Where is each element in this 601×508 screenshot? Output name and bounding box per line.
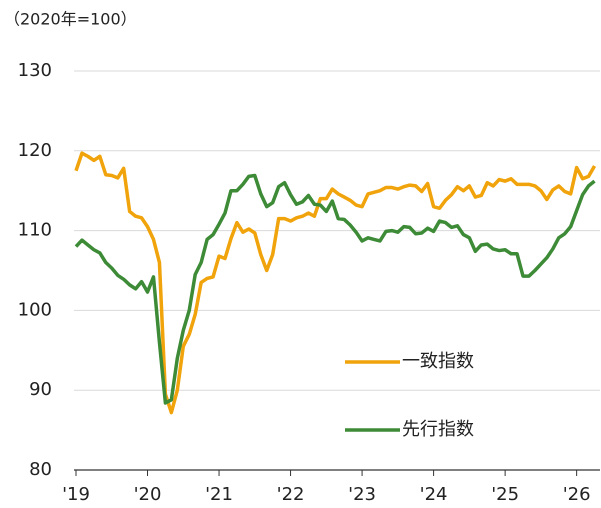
y-tick-label: 110 (18, 220, 52, 241)
y-tick-label: 120 (18, 140, 52, 161)
x-tick-label: '26 (563, 484, 591, 505)
x-tick-label: '20 (134, 484, 162, 505)
y-tick-label: 90 (29, 379, 52, 400)
x-tick-label: '22 (277, 484, 305, 505)
legend-label: 一致指数 (402, 351, 474, 372)
x-tick-label: '23 (348, 484, 376, 505)
legend-label: 先行指数 (402, 419, 474, 440)
y-tick-label: 80 (29, 459, 52, 480)
x-tick-label: '24 (420, 484, 448, 505)
y-tick-label: 100 (18, 299, 52, 320)
series-line (74, 173, 596, 405)
x-tick-label: '19 (62, 484, 90, 505)
x-tick-label: '25 (491, 484, 519, 505)
series-line (74, 151, 597, 415)
y-tick-label: 130 (18, 60, 52, 81)
x-tick-label: '21 (205, 484, 233, 505)
unit-label: （2020年=100） (4, 10, 137, 29)
